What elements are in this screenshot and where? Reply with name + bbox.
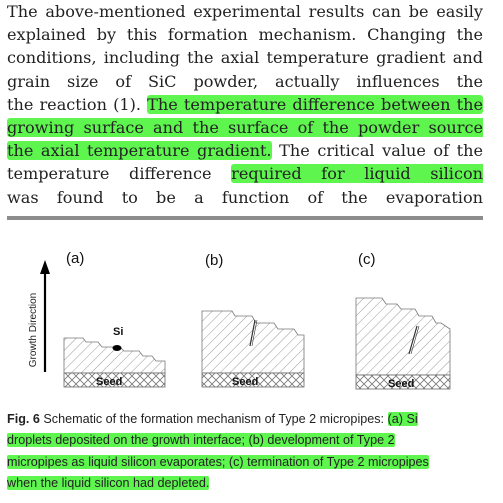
highlighted-text: micropipes as liquid silicon evaporates;… bbox=[7, 454, 429, 469]
si-label: Si bbox=[113, 326, 123, 338]
section-divider bbox=[7, 216, 483, 220]
seed-label-c: Seed bbox=[388, 378, 414, 390]
text-line-9: was found to be a function of the evapor… bbox=[7, 187, 483, 207]
panel-b-label: (b) bbox=[205, 252, 223, 269]
micropipe-b bbox=[249, 319, 256, 347]
si-droplet bbox=[112, 345, 122, 351]
body-paragraph: The above-mentioned experimental results… bbox=[7, 0, 483, 209]
caption-line-2: droplets deposited on the growth interfa… bbox=[7, 430, 477, 451]
panel-b: (b) Seed bbox=[201, 252, 305, 388]
highlighted-text: when the liquid silicon had depleted. bbox=[7, 475, 210, 490]
text-plain: The critical value of the bbox=[279, 141, 483, 161]
formation-mechanism-figure: Growth Direction (a) Seed Si (b) Seed (c… bbox=[28, 250, 451, 390]
caption-line-1: Fig. 6 Schematic of the formation mechan… bbox=[7, 409, 477, 430]
seed-label-a: Seed bbox=[96, 376, 122, 388]
text-line-2: explained by this formation mechanism. C… bbox=[7, 25, 483, 45]
seed-c bbox=[355, 374, 451, 390]
panel-c: (c) Seed bbox=[355, 251, 451, 390]
text-line-7: the axial temperature gradient. The crit… bbox=[7, 139, 483, 162]
crystal-layer-c bbox=[355, 297, 451, 376]
text-line-8: temperature difference required for liqu… bbox=[7, 162, 483, 186]
panel-c-label: (c) bbox=[358, 251, 376, 268]
seed-a bbox=[63, 372, 166, 388]
text-line-6: growing surface and the surface of the p… bbox=[7, 116, 483, 140]
caption-text: Schematic of the formation mechanism of … bbox=[43, 412, 385, 426]
text-line-3: conditions, including the axial temperat… bbox=[7, 48, 483, 68]
highlighted-text: The temperature difference between the bbox=[147, 94, 483, 114]
text-line-5: the reaction (1). The temperature differ… bbox=[7, 93, 483, 116]
panel-a-label: (a) bbox=[66, 250, 84, 267]
highlighted-text: the axial temperature gradient. bbox=[7, 141, 272, 161]
figure-number: Fig. 6 bbox=[7, 412, 40, 426]
text-plain: the reaction (1). bbox=[7, 94, 141, 114]
crystal-layer-a bbox=[63, 337, 166, 374]
highlighted-text: droplets deposited on the growth interfa… bbox=[7, 433, 395, 448]
text-line-1: The above-mentioned experimental results… bbox=[7, 2, 483, 21]
caption-line-3: micropipes as liquid silicon evaporates;… bbox=[7, 452, 477, 473]
highlighted-text: growing surface and the surface of the p… bbox=[7, 117, 483, 140]
text-line-4: grain size of SiC powder, actually influ… bbox=[7, 71, 483, 91]
growth-direction-label: Growth Direction bbox=[28, 293, 39, 367]
text-plain: temperature difference bbox=[7, 164, 212, 184]
panel-a: (a) Seed Si bbox=[63, 250, 166, 388]
caption-line-4: when the liquid silicon had depleted. bbox=[7, 473, 477, 494]
micropipe-c bbox=[408, 325, 418, 355]
highlighted-text: (a) Si bbox=[387, 412, 418, 426]
growth-direction-arrow bbox=[40, 260, 50, 372]
seed-b bbox=[201, 372, 305, 388]
seed-label-b: Seed bbox=[232, 376, 258, 388]
figure-caption: Fig. 6 Schematic of the formation mechan… bbox=[7, 409, 477, 494]
